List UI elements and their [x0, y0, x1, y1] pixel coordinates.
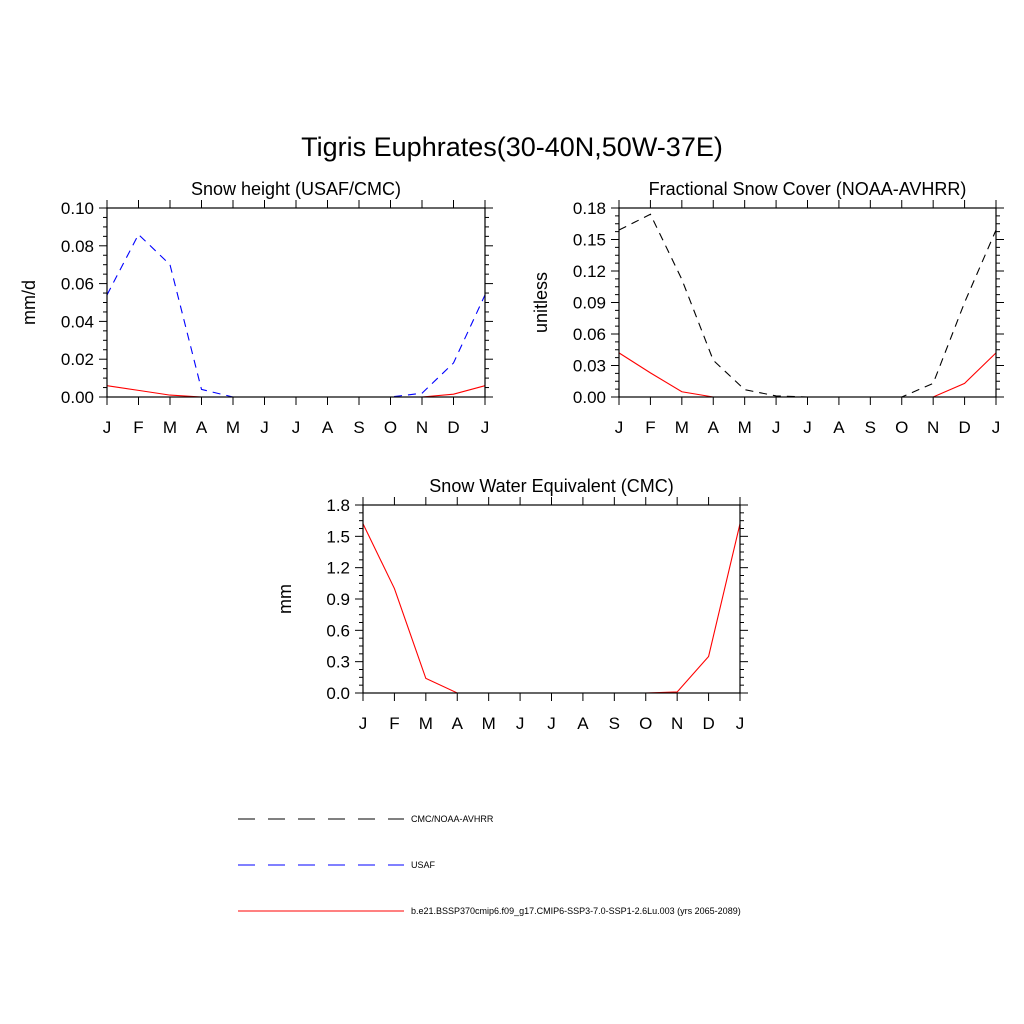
x-tick-label: M: [482, 714, 496, 733]
series-group: [362, 523, 741, 694]
y-tick-label: 0.06: [61, 275, 94, 294]
legend-item: b.e21.BSSP370cmip6.f09_g17.CMIP6-SSP3-7.…: [238, 906, 741, 916]
y-tick-label: 0.08: [61, 237, 94, 256]
x-tick-label: A: [322, 418, 334, 437]
tick-marks: [355, 497, 748, 701]
x-tick-label: A: [196, 418, 208, 437]
y-tick-label: 0.06: [573, 325, 606, 344]
x-tick-label: N: [416, 418, 428, 437]
x-tick-label: J: [547, 714, 556, 733]
y-axis-label: mm/d: [19, 280, 39, 325]
x-tick-label: A: [577, 714, 589, 733]
legend-label: CMC/NOAA-AVHRR: [411, 814, 494, 824]
y-tick-label: 0.15: [573, 231, 606, 250]
x-tick-label: M: [738, 418, 752, 437]
x-tick-label: D: [447, 418, 459, 437]
series-line-b-e21-bssp370cmip6-f09-g17-cmip6-ssp3-7-0-ssp1-2-6lu-003-yrs-2065-2089: [106, 385, 486, 398]
x-tick-label: J: [803, 418, 812, 437]
y-tick-label: 0.00: [61, 388, 94, 407]
chart-title: Snow height (USAF/CMC): [191, 179, 401, 199]
y-tick-label: 0.6: [326, 621, 350, 640]
x-tick-label: J: [481, 418, 490, 437]
y-tick-label: 0.18: [573, 199, 606, 218]
series-line-usaf: [106, 233, 486, 398]
y-tick-label: 1.8: [326, 496, 350, 515]
x-tick-label: N: [671, 714, 683, 733]
legend-item: CMC/NOAA-AVHRR: [238, 814, 494, 824]
x-tick-label: J: [615, 418, 624, 437]
plot-frame: [618, 207, 997, 398]
x-tick-label: S: [609, 714, 620, 733]
x-tick-label: D: [702, 714, 714, 733]
series-line-b-e21-bssp370cmip6-f09-g17-cmip6-ssp3-7-0-ssp1-2-6lu-003-yrs-2065-2089: [362, 523, 741, 694]
x-tick-label: J: [772, 418, 781, 437]
x-tick-label: A: [708, 418, 720, 437]
legend: CMC/NOAA-AVHRR USAF b.e21.BSSP370cmip6.f09…: [238, 814, 741, 916]
x-tick-label: A: [833, 418, 845, 437]
tick-marks: [99, 200, 493, 405]
tick-marks: [611, 200, 1004, 405]
figure-title: Tigris Euphrates(30-40N,50W-37E): [301, 132, 723, 162]
chart-panels: Snow height (USAF/CMC)mm/dJ F M A M J J A S O N D J0…: [19, 179, 1004, 733]
y-tick-label: 0.09: [573, 294, 606, 313]
x-tick-label: M: [163, 418, 177, 437]
y-tick-label: 0.12: [573, 262, 606, 281]
y-tick-label: 0.00: [573, 388, 606, 407]
y-tick-label: 0.02: [61, 350, 94, 369]
y-tick-label: 0.03: [573, 357, 606, 376]
x-tick-label: M: [675, 418, 689, 437]
chart-title: Fractional Snow Cover (NOAA-AVHRR): [649, 179, 967, 199]
x-tick-label: J: [992, 418, 1001, 437]
y-tick-label: 0.0: [326, 684, 350, 703]
y-tick-label: 0.3: [326, 653, 350, 672]
y-tick-label: 0.10: [61, 199, 94, 218]
y-tick-label: 0.04: [61, 312, 94, 331]
legend-item: USAF: [238, 860, 436, 870]
x-tick-label: O: [639, 714, 652, 733]
chart-panel-1: Snow height (USAF/CMC)mm/dJ F M A M J J A S O N D J0…: [19, 179, 493, 437]
x-tick-label: O: [384, 418, 397, 437]
series-line-cmc-noaa-avhrr: [618, 213, 997, 398]
x-tick-label: A: [452, 714, 464, 733]
plot-frame: [106, 207, 486, 398]
series-group: [618, 213, 997, 398]
x-tick-label: F: [389, 714, 399, 733]
chart-title: Snow Water Equivalent (CMC): [429, 476, 673, 496]
chart-panel-2: Fractional Snow Cover (NOAA-AVHRR) unitle…: [531, 179, 1004, 437]
y-tick-label: 0.9: [326, 590, 350, 609]
x-tick-label: J: [736, 714, 745, 733]
series-group: [106, 233, 486, 398]
y-tick-label: 1.5: [326, 527, 350, 546]
x-tick-label: D: [958, 418, 970, 437]
x-tick-label: S: [865, 418, 876, 437]
chart-panel-3: Snow Water Equivalent (CMC)mmJ F M A M J J A S O N…: [275, 476, 748, 733]
x-tick-label: N: [927, 418, 939, 437]
y-axis-label: mm: [275, 584, 295, 614]
x-tick-label: J: [260, 418, 269, 437]
x-tick-label: J: [103, 418, 112, 437]
x-tick-label: J: [292, 418, 301, 437]
x-tick-label: M: [226, 418, 240, 437]
x-tick-label: F: [133, 418, 143, 437]
y-axis-label: unitless: [531, 272, 551, 333]
x-tick-label: F: [645, 418, 655, 437]
x-tick-label: S: [353, 418, 364, 437]
x-tick-label: J: [516, 714, 525, 733]
legend-label: USAF: [411, 860, 436, 870]
legend-label: b.e21.BSSP370cmip6.f09_g17.CMIP6-SSP3-7.…: [411, 906, 741, 916]
plot-frame: [362, 504, 741, 694]
y-tick-label: 1.2: [326, 559, 350, 578]
series-line-b-e21-bssp370cmip6-f09-g17-cmip6-ssp3-7-0-ssp1-2-6lu-003-yrs-2065-2089: [618, 352, 997, 398]
x-tick-label: J: [359, 714, 368, 733]
x-tick-label: M: [419, 714, 433, 733]
x-tick-label: O: [895, 418, 908, 437]
